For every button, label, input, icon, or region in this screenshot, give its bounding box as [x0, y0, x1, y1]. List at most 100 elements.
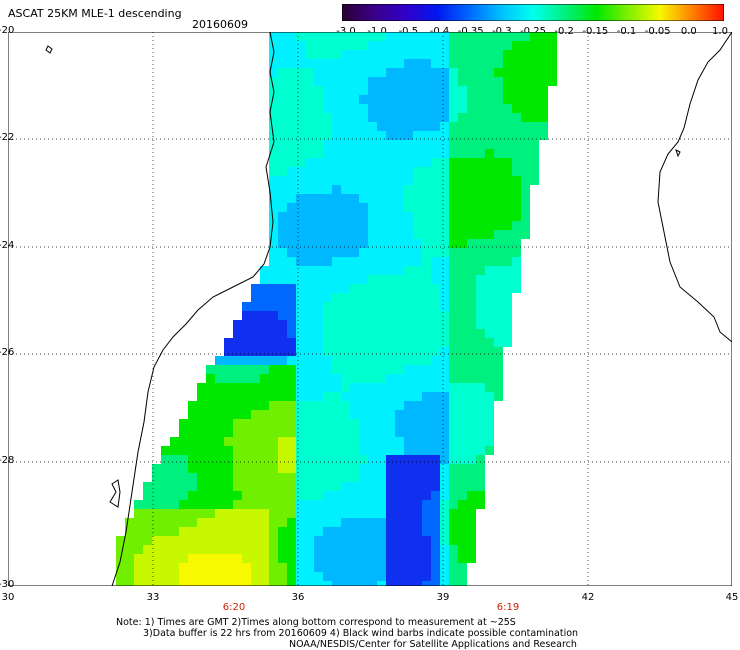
swath-cell — [422, 437, 431, 446]
swath-cell — [359, 32, 368, 41]
swath-cell — [242, 347, 251, 356]
swath-cell — [404, 293, 413, 302]
swath-cell — [485, 266, 494, 275]
swath-cell — [440, 311, 449, 320]
swath-cell — [206, 473, 215, 482]
swath-cell — [404, 356, 413, 365]
swath-cell — [431, 212, 440, 221]
swath-cell — [404, 374, 413, 383]
swath-cell — [242, 482, 251, 491]
swath-cell — [314, 329, 323, 338]
swath-cell — [296, 527, 305, 536]
swath-cell — [269, 464, 278, 473]
swath-cell — [368, 338, 377, 347]
swath-cell — [188, 464, 197, 473]
swath-cell — [242, 383, 251, 392]
swath-cell — [305, 203, 314, 212]
swath-cell — [476, 455, 485, 464]
swath-cell — [242, 374, 251, 383]
swath-cell — [494, 383, 503, 392]
swath-cell — [359, 419, 368, 428]
swath-cell — [188, 554, 197, 563]
swath-cell — [395, 86, 404, 95]
swath-cell — [341, 293, 350, 302]
swath-cell — [494, 50, 503, 59]
swath-cell — [458, 275, 467, 284]
swath-cell — [359, 509, 368, 518]
swath-cell — [404, 554, 413, 563]
swath-cell — [278, 464, 287, 473]
swath-cell — [431, 419, 440, 428]
swath-cell — [323, 149, 332, 158]
swath-cell — [278, 491, 287, 500]
swath-cell — [161, 536, 170, 545]
swath-cell — [179, 527, 188, 536]
swath-cell — [152, 482, 161, 491]
swath-cell — [188, 446, 197, 455]
swath-cell — [314, 509, 323, 518]
swath-cell — [278, 68, 287, 77]
swath-cell — [314, 32, 323, 41]
swath-cell — [431, 158, 440, 167]
swath-cell — [287, 518, 296, 527]
swath-cell — [116, 545, 125, 554]
swath-cell — [386, 581, 395, 586]
swath-cell — [251, 482, 260, 491]
swath-cell — [539, 32, 548, 41]
swath-cell — [368, 284, 377, 293]
swath-cell — [395, 212, 404, 221]
swath-cell — [296, 284, 305, 293]
swath-cell — [278, 554, 287, 563]
swath-cell — [368, 455, 377, 464]
swath-cell — [476, 464, 485, 473]
swath-cell — [458, 230, 467, 239]
swath-cell — [215, 545, 224, 554]
swath-cell — [413, 437, 422, 446]
swath-cell — [503, 77, 512, 86]
swath-cell — [251, 374, 260, 383]
swath-cell — [386, 482, 395, 491]
grid-lines — [8, 32, 732, 586]
swath-cell — [332, 356, 341, 365]
swath-cell — [512, 221, 521, 230]
swath-cell — [242, 302, 251, 311]
swath-cell — [296, 329, 305, 338]
swath-cell — [440, 518, 449, 527]
swath-cell — [206, 392, 215, 401]
swath-cell — [440, 284, 449, 293]
swath-cell — [269, 239, 278, 248]
swath-cell — [422, 149, 431, 158]
swath-cell — [422, 311, 431, 320]
swath-cell — [476, 383, 485, 392]
swath-cell — [422, 482, 431, 491]
swath-cell — [458, 482, 467, 491]
swath-cell — [314, 302, 323, 311]
swath-cell — [332, 437, 341, 446]
swath-cell — [332, 275, 341, 284]
swath-cell — [197, 563, 206, 572]
swath-cell — [350, 473, 359, 482]
swath-cell — [341, 149, 350, 158]
swath-cell — [242, 572, 251, 581]
swath-cell — [359, 410, 368, 419]
swath-cell — [449, 59, 458, 68]
swath-cell — [224, 374, 233, 383]
swath-cell — [413, 95, 422, 104]
swath-cell — [431, 68, 440, 77]
swath-cell — [440, 356, 449, 365]
swath-cell — [305, 221, 314, 230]
swath-cell — [341, 410, 350, 419]
swath-cell — [404, 302, 413, 311]
swath-cell — [296, 410, 305, 419]
swath-cell — [485, 212, 494, 221]
swath-cell — [494, 347, 503, 356]
swath-cell — [287, 86, 296, 95]
swath-cell — [251, 491, 260, 500]
swath-cell — [386, 104, 395, 113]
swath-cell — [278, 32, 287, 41]
swath-cell — [233, 500, 242, 509]
swath-cell — [521, 95, 530, 104]
swath-cell — [422, 581, 431, 586]
swath-cell — [323, 104, 332, 113]
swath-cell — [377, 131, 386, 140]
